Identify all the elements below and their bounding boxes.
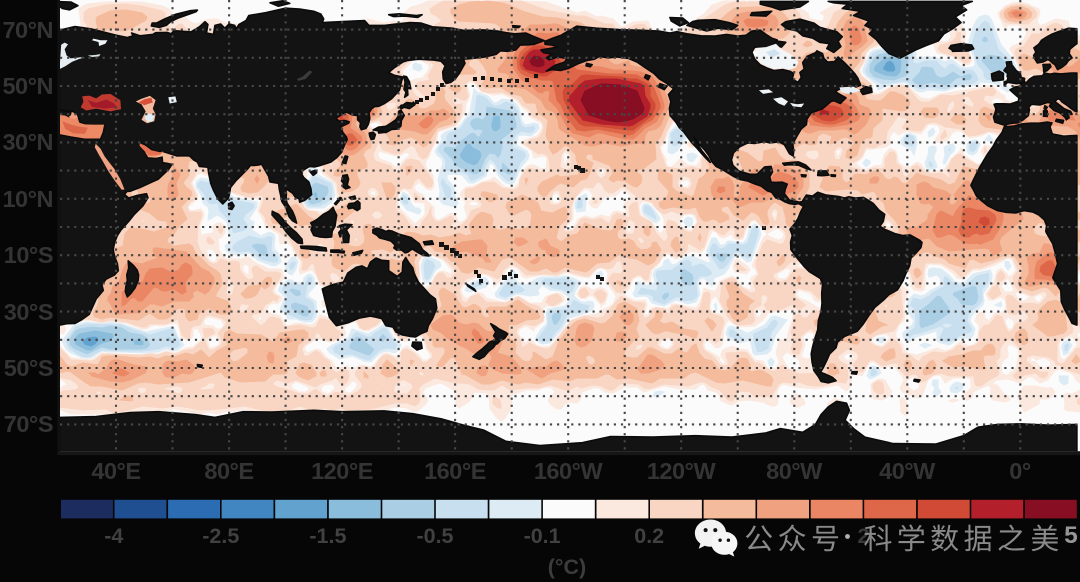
svg-text:70°S: 70°S bbox=[4, 411, 53, 437]
svg-text:0°: 0° bbox=[1009, 458, 1031, 484]
svg-text:(°C): (°C) bbox=[548, 555, 586, 579]
svg-text:30°S: 30°S bbox=[4, 299, 53, 325]
svg-text:40°W: 40°W bbox=[879, 458, 936, 484]
svg-text:160°E: 160°E bbox=[424, 458, 486, 484]
svg-text:-0.5: -0.5 bbox=[416, 524, 453, 548]
svg-text:-4: -4 bbox=[104, 524, 123, 548]
svg-text:0.2: 0.2 bbox=[634, 524, 664, 548]
svg-text:40°E: 40°E bbox=[91, 458, 140, 484]
svg-text:10°S: 10°S bbox=[4, 242, 53, 268]
svg-text:30°N: 30°N bbox=[2, 129, 53, 155]
svg-text:-0.1: -0.1 bbox=[524, 524, 561, 548]
svg-text:10°N: 10°N bbox=[2, 186, 53, 212]
svg-text:5: 5 bbox=[1064, 522, 1078, 549]
svg-text:50°N: 50°N bbox=[2, 73, 53, 99]
svg-text:-2.5: -2.5 bbox=[202, 524, 239, 548]
svg-text:120°E: 120°E bbox=[311, 458, 373, 484]
svg-text:-1.5: -1.5 bbox=[309, 524, 346, 548]
svg-text:120°W: 120°W bbox=[647, 458, 717, 484]
svg-text:50°S: 50°S bbox=[4, 355, 53, 381]
svg-text:80°E: 80°E bbox=[204, 458, 253, 484]
svg-text:160°W: 160°W bbox=[534, 458, 604, 484]
svg-text:70°N: 70°N bbox=[2, 17, 53, 43]
svg-text:80°W: 80°W bbox=[766, 458, 823, 484]
